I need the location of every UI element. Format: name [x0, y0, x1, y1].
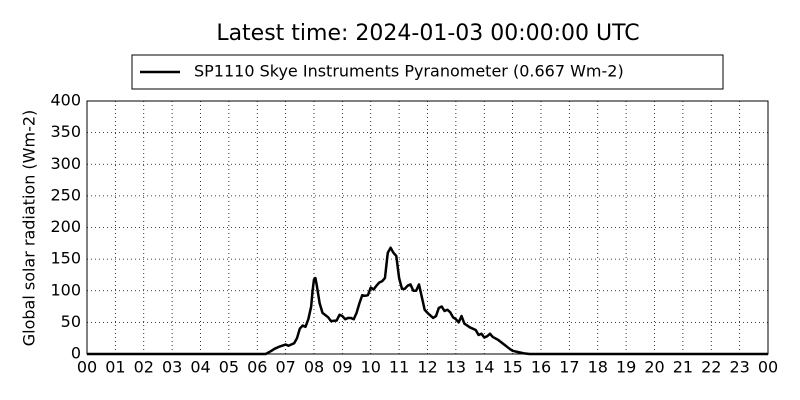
legend-label: SP1110 Skye Instruments Pyranometer (0.6… [194, 62, 624, 81]
x-tick-label: 21 [673, 358, 693, 377]
x-tick-label: 12 [417, 358, 437, 377]
x-tick-label: 00 [77, 358, 97, 377]
x-tick-label: 20 [644, 358, 664, 377]
legend-box [131, 54, 724, 90]
x-tick-label: 17 [559, 358, 579, 377]
x-tick-label: 23 [729, 358, 749, 377]
y-tick-label: 300 [50, 154, 81, 173]
x-tick-label: 19 [616, 358, 636, 377]
chart-title: Latest time: 2024-01-03 00:00:00 UTC [216, 21, 639, 46]
x-tick-label: 04 [190, 358, 210, 377]
x-tick-label: 18 [588, 358, 608, 377]
x-tick-label: 22 [701, 358, 721, 377]
y-tick-label: 100 [50, 280, 81, 299]
x-tick-label: 00 [758, 358, 778, 377]
y-tick-label: 250 [50, 185, 81, 204]
y-tick-label: 400 [50, 91, 81, 110]
y-tick-label: 350 [50, 122, 81, 141]
x-tick-label: 02 [134, 358, 154, 377]
x-tick-label: 11 [389, 358, 409, 377]
x-tick-label: 10 [361, 358, 381, 377]
x-tick-label: 03 [162, 358, 182, 377]
y-tick-label: 0 [71, 344, 81, 363]
data-line [87, 246, 768, 356]
y-axis-label: Global solar radiation (Wm-2) [20, 110, 39, 347]
x-tick-label: 09 [332, 358, 352, 377]
x-tick-label: 05 [219, 358, 239, 377]
x-tick-label: 16 [531, 358, 551, 377]
y-tick-label: 200 [50, 217, 81, 236]
x-tick-label: 01 [105, 358, 125, 377]
x-tick-label: 13 [446, 358, 466, 377]
x-tick-label: 08 [304, 358, 324, 377]
x-tick-label: 06 [247, 358, 267, 377]
x-tick-label: 07 [275, 358, 295, 377]
y-tick-label: 50 [61, 312, 81, 331]
y-tick-label: 150 [50, 249, 81, 268]
plot-frame [86, 100, 769, 355]
x-tick-label: 15 [502, 358, 522, 377]
x-tick-label: 14 [474, 358, 494, 377]
